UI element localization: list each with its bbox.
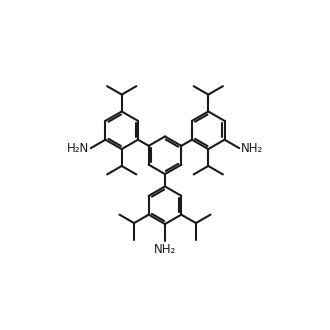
Text: NH₂: NH₂ [154,243,176,255]
Text: H₂N: H₂N [67,142,89,155]
Text: NH₂: NH₂ [241,142,263,155]
